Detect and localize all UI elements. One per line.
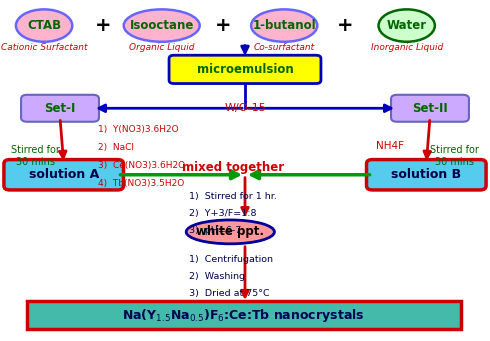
Text: 3)  Dried at 75°C: 3) Dried at 75°C: [189, 289, 270, 298]
FancyBboxPatch shape: [27, 301, 461, 329]
Text: NH4F: NH4F: [375, 141, 404, 151]
FancyBboxPatch shape: [367, 160, 486, 190]
Text: 3)  Ce(NO3)3.6H2O: 3) Ce(NO3)3.6H2O: [98, 161, 185, 170]
Text: +: +: [215, 16, 231, 35]
Text: W/O-15: W/O-15: [224, 103, 266, 113]
FancyBboxPatch shape: [21, 95, 99, 122]
Text: 4)  Tb(NO3)3.5H2O: 4) Tb(NO3)3.5H2O: [98, 179, 184, 188]
Text: Stirred for
30 mins: Stirred for 30 mins: [430, 145, 479, 167]
Text: Set-I: Set-I: [44, 102, 76, 115]
Text: Inorganic Liquid: Inorganic Liquid: [370, 43, 443, 51]
Text: Set-II: Set-II: [412, 102, 448, 115]
Text: 2)  Washing: 2) Washing: [189, 272, 245, 281]
FancyBboxPatch shape: [391, 95, 469, 122]
Text: 1)  Centrifugation: 1) Centrifugation: [189, 255, 272, 264]
Text: microemulsion: microemulsion: [196, 63, 294, 76]
Text: CTAB: CTAB: [27, 19, 61, 32]
Ellipse shape: [186, 220, 274, 244]
Text: 1)  Stirred for 1 hr.: 1) Stirred for 1 hr.: [189, 192, 276, 201]
Text: 3)  pH=6-7: 3) pH=6-7: [189, 226, 241, 235]
Text: 2)  NaCl: 2) NaCl: [98, 143, 134, 152]
Ellipse shape: [378, 9, 435, 42]
Text: 1)  Y(NO3)3.6H2O: 1) Y(NO3)3.6H2O: [98, 125, 179, 134]
Text: solution B: solution B: [391, 168, 462, 181]
Text: Co-surfactant: Co-surfactant: [254, 43, 315, 51]
Text: Organic Liquid: Organic Liquid: [129, 43, 195, 51]
Ellipse shape: [251, 9, 317, 42]
Text: 1-butanol: 1-butanol: [252, 19, 316, 32]
Text: +: +: [95, 16, 111, 35]
Ellipse shape: [16, 9, 73, 42]
Text: 2)  Y+3/F=1:8: 2) Y+3/F=1:8: [189, 209, 256, 218]
Text: Stirred for
30 mins: Stirred for 30 mins: [11, 145, 60, 167]
Text: Water: Water: [387, 19, 427, 32]
Text: mixed together: mixed together: [182, 161, 284, 174]
Text: white ppt.: white ppt.: [196, 225, 264, 238]
FancyBboxPatch shape: [4, 160, 123, 190]
Text: solution A: solution A: [28, 168, 99, 181]
Text: Na(Y$_{1.5}$Na$_{0.5}$)F$_6$:Ce:Tb nanocrystals: Na(Y$_{1.5}$Na$_{0.5}$)F$_6$:Ce:Tb nanoc…: [122, 307, 365, 324]
Text: Isooctane: Isooctane: [129, 19, 194, 32]
Ellipse shape: [123, 9, 200, 42]
Text: +: +: [337, 16, 354, 35]
FancyBboxPatch shape: [169, 55, 321, 84]
Text: Cationic Surfactant: Cationic Surfactant: [1, 43, 87, 51]
